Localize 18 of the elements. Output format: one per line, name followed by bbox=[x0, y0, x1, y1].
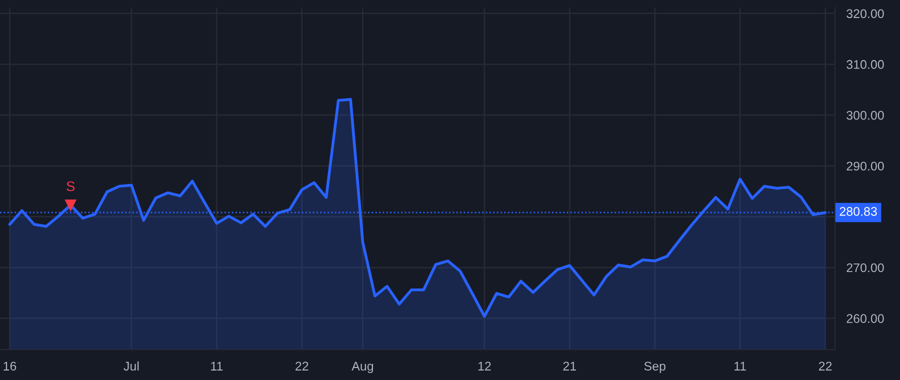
x-tick-label: 22 bbox=[296, 362, 308, 370]
y-tick-label: 310.00 bbox=[846, 60, 884, 69]
x-tick-label: Aug bbox=[352, 362, 374, 374]
ref-line-label: 280.83 bbox=[840, 207, 877, 216]
y-tick-label: 260.00 bbox=[846, 314, 884, 323]
x-tick-label: 12 bbox=[478, 362, 491, 370]
x-tick-label: 11 bbox=[734, 362, 746, 370]
y-tick-label: 320.00 bbox=[846, 9, 884, 18]
y-tick-label: 270.00 bbox=[846, 263, 884, 272]
x-tick-label: 11 bbox=[211, 362, 223, 370]
x-tick-label: Jul bbox=[124, 361, 139, 371]
x-tick-label: Sep bbox=[644, 362, 666, 374]
annotation: S bbox=[66, 181, 75, 192]
x-tick-label: 22 bbox=[818, 362, 832, 370]
x-tick-label: 21 bbox=[563, 362, 576, 370]
x-tick-label: 16 bbox=[4, 362, 16, 371]
y-tick-label: 300.00 bbox=[846, 110, 884, 120]
y-tick-label: 290.00 bbox=[846, 162, 884, 171]
